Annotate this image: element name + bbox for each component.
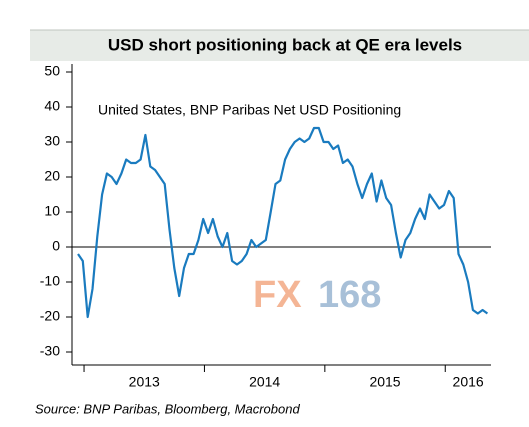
y-tick-label: 10 bbox=[44, 203, 60, 219]
annotation: United States, BNP Paribas Net USD Posit… bbox=[98, 102, 401, 118]
watermark: 168 bbox=[318, 274, 381, 316]
x-tick-label: 2014 bbox=[249, 374, 280, 390]
watermark: FX bbox=[253, 274, 302, 316]
chart-title: USD short positioning back at QE era lev… bbox=[108, 35, 462, 54]
data-line bbox=[77, 126, 489, 319]
x-tick-label: 2016 bbox=[453, 374, 484, 390]
x-tick-label: 2015 bbox=[369, 374, 400, 390]
y-tick-label: 0 bbox=[52, 238, 60, 254]
y-tick-label: -10 bbox=[40, 273, 60, 289]
y-tick-label: 30 bbox=[44, 133, 60, 149]
source: Source: BNP Paribas, Bloomberg, Macrobon… bbox=[35, 401, 300, 416]
y-tick-label: 50 bbox=[44, 63, 60, 79]
x-tick-label: 2013 bbox=[129, 374, 160, 390]
y-tick-label: 20 bbox=[44, 168, 60, 184]
y-tick-label: -30 bbox=[40, 343, 60, 359]
y-tick-label: -20 bbox=[40, 308, 60, 324]
title-band bbox=[30, 30, 529, 61]
y-tick-label: 40 bbox=[44, 98, 60, 114]
